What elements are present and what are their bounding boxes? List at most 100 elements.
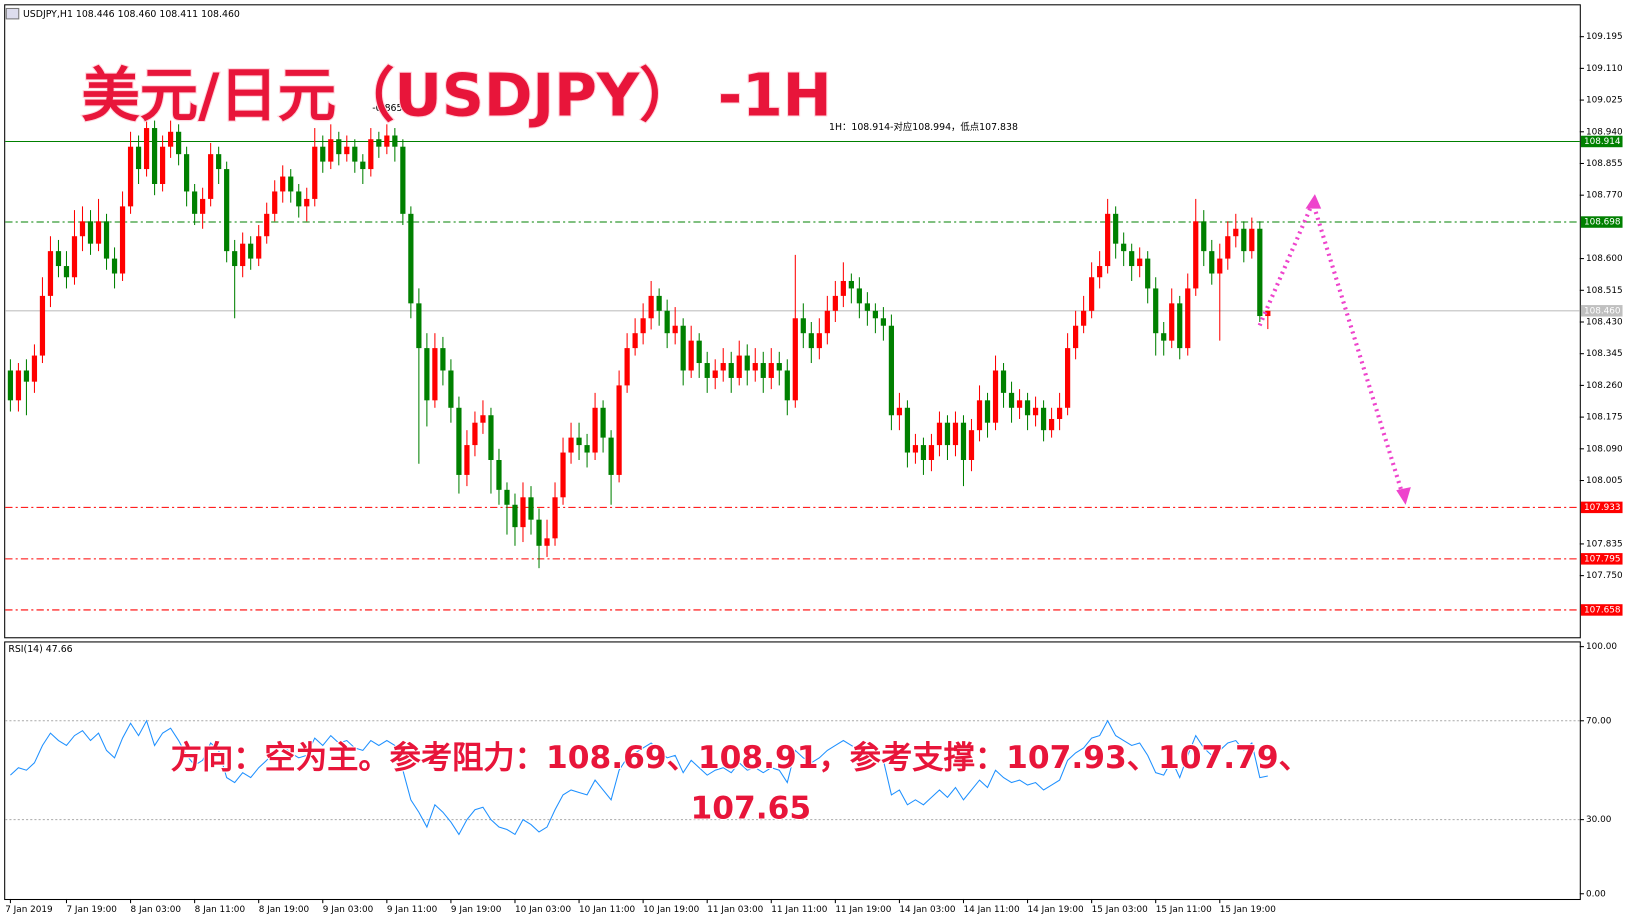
candle-body <box>1024 400 1031 416</box>
fib-label: -0.8653 <box>372 103 408 114</box>
price-panel <box>4 4 1581 639</box>
y-tick-label: 30.00 <box>1586 815 1612 825</box>
candle-body <box>1064 348 1071 408</box>
candle-body <box>624 348 630 386</box>
candle-body <box>672 325 678 334</box>
y-tick-label: 108.855 <box>1586 159 1623 169</box>
candle-body <box>368 139 374 170</box>
level-label-box <box>1580 553 1623 565</box>
rsi-panel <box>4 641 1581 901</box>
x-tick-label: 11 Jan 11:00 <box>771 905 827 915</box>
candle-body <box>216 154 222 170</box>
candle-body <box>976 400 983 431</box>
candle-body <box>584 445 590 453</box>
candle-body <box>880 318 887 326</box>
candle-body <box>376 139 382 147</box>
candle-body <box>360 161 366 170</box>
candle-body <box>512 504 518 528</box>
candle-body <box>127 146 134 207</box>
candle-body <box>7 370 14 401</box>
candle-body <box>1145 258 1151 289</box>
candle-body <box>560 452 566 498</box>
candle-body <box>392 135 398 147</box>
x-tick-label: 15 Jan 11:00 <box>1156 905 1212 915</box>
candle-body <box>1257 228 1263 317</box>
level-label-box <box>1580 135 1623 148</box>
candle-body <box>464 445 470 475</box>
candle-body <box>1153 288 1159 334</box>
candle-body <box>1113 213 1119 244</box>
x-tick-label: 8 Jan 11:00 <box>195 905 246 915</box>
candle-body <box>143 128 150 170</box>
candle-body <box>256 236 262 259</box>
candle-body <box>848 280 854 289</box>
candle-body <box>336 139 342 155</box>
candle-body <box>448 370 454 408</box>
candle-body <box>103 221 110 259</box>
candle-body <box>280 176 286 192</box>
x-tick-label: 7 Jan 2019 <box>5 905 53 915</box>
candle-body <box>736 355 742 378</box>
x-tick-label: 10 Jan 19:00 <box>643 905 699 915</box>
candle-body <box>1105 213 1111 267</box>
arrow-head <box>1305 194 1322 209</box>
candle-body <box>912 445 919 453</box>
candle-body <box>488 415 494 461</box>
candle-body <box>752 363 758 371</box>
candle-body <box>1073 325 1079 349</box>
level-label-box <box>1580 216 1623 228</box>
candle-body <box>240 243 246 267</box>
candle-body <box>664 310 670 334</box>
candle-body <box>55 251 62 267</box>
candle-body <box>984 400 991 423</box>
candle-body <box>400 146 406 214</box>
candle-body <box>456 407 462 475</box>
candle-body <box>1265 310 1271 317</box>
y-tick-label: 108.430 <box>1586 317 1623 327</box>
candle-body <box>167 131 174 147</box>
forecast-arrow <box>1257 194 1411 505</box>
candle-body <box>920 445 927 461</box>
candle-body <box>312 146 318 199</box>
candle-body <box>936 422 943 446</box>
candle-body <box>1121 243 1127 252</box>
candle-body <box>712 370 718 378</box>
y-tick-label: 109.110 <box>1586 64 1623 74</box>
candle-body <box>544 538 550 546</box>
candle-body <box>1249 228 1255 252</box>
candle-body <box>151 128 158 184</box>
candle-body <box>728 363 734 378</box>
candle-body <box>1089 277 1095 311</box>
level-label-box <box>1580 604 1623 616</box>
candle-body <box>536 519 542 546</box>
candle-body <box>808 333 814 349</box>
candle-body <box>432 348 438 401</box>
x-tick-label: 14 Jan 19:00 <box>1028 905 1084 915</box>
candle-body <box>760 363 766 378</box>
candle-body <box>1185 288 1191 349</box>
y-tick-label: 108.940 <box>1586 127 1623 137</box>
candle-body <box>95 221 102 244</box>
candle-body <box>496 460 502 490</box>
level-label-box <box>1580 305 1623 317</box>
candle-body <box>1048 418 1055 431</box>
candle-body <box>224 169 230 252</box>
y-tick-label: 108.515 <box>1586 286 1623 296</box>
candle-body <box>304 198 310 207</box>
candle-body <box>1032 407 1039 416</box>
window-icon <box>5 7 20 20</box>
candle-body <box>272 191 278 214</box>
y-tick-label: 108.260 <box>1586 381 1623 391</box>
candle-body <box>904 407 911 453</box>
y-tick-label: 109.025 <box>1586 96 1623 106</box>
level-label: 107.933 <box>1584 503 1621 513</box>
candle-body <box>576 437 582 446</box>
x-tick-label: 14 Jan 03:00 <box>899 905 955 915</box>
candle-body <box>408 213 414 304</box>
x-tick-label: 9 Jan 03:00 <box>323 905 374 915</box>
candle-body <box>384 135 390 147</box>
y-tick-label: 70.00 <box>1586 716 1612 726</box>
candle-body <box>648 295 654 319</box>
candle-body <box>968 430 975 461</box>
